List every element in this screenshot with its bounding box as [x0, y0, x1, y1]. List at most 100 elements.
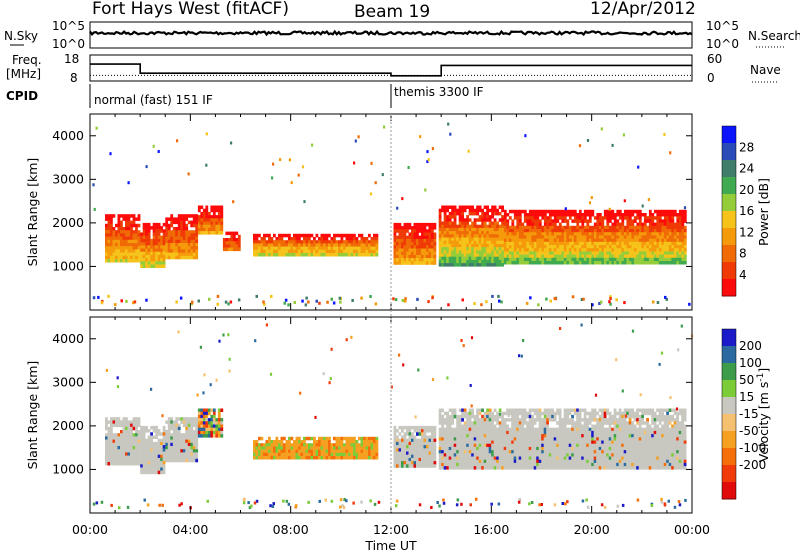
data-cell: [518, 261, 522, 265]
data-cell: [112, 439, 116, 444]
data-cell: [275, 440, 279, 444]
data-cell: [666, 235, 670, 239]
data-cell: [618, 209, 622, 214]
data-cell: [543, 261, 547, 265]
data-cell: [278, 456, 281, 460]
data-cell: [481, 414, 484, 419]
data-cell: [543, 232, 547, 236]
data-cell: [636, 251, 640, 255]
data-cell: [187, 430, 191, 434]
data-cell: [438, 263, 442, 267]
data-cell: [468, 459, 472, 464]
data-cell: [413, 251, 417, 256]
data-cell: [303, 452, 306, 457]
data-cell: [428, 238, 432, 243]
data-cell: [122, 462, 126, 466]
data-cell: [447, 303, 450, 307]
data-cell: [543, 437, 547, 441]
data-cell: [528, 209, 532, 214]
data-cell: [498, 453, 502, 457]
data-cell: [486, 434, 489, 438]
data-cell: [207, 211, 211, 216]
data-cell: [350, 449, 354, 454]
data-cell: [107, 446, 111, 450]
data-cell: [205, 408, 209, 412]
data-cell: [541, 453, 544, 457]
data-cell: [546, 254, 550, 259]
data-cell: [536, 219, 540, 223]
data-cell: [165, 452, 169, 456]
data-cell: [486, 234, 489, 238]
data-cell: [548, 466, 552, 470]
data-cell: [471, 462, 474, 467]
data-cell: [212, 421, 216, 425]
data-cell: [593, 235, 597, 239]
data-cell: [598, 232, 602, 236]
data-cell: [416, 232, 419, 236]
data-cell: [187, 249, 191, 253]
data-cell: [546, 248, 550, 252]
data-cell: [503, 459, 507, 464]
data-cell: [558, 225, 562, 230]
data-cell: [599, 300, 603, 304]
data-cell: [142, 254, 146, 259]
data-cell: [541, 430, 544, 435]
data-cell: [137, 243, 141, 247]
data-cell: [608, 225, 612, 230]
data-cell: [403, 242, 407, 246]
data-cell: [541, 229, 545, 233]
data-cell: [105, 246, 108, 250]
data-cell: [478, 462, 482, 467]
data-cell: [175, 452, 179, 456]
data-cell: [368, 443, 371, 447]
data-cell: [593, 261, 597, 265]
data-cell: [453, 247, 457, 251]
data-cell: [533, 443, 537, 448]
data-cell: [373, 452, 376, 457]
data-cell: [192, 449, 196, 453]
data-cell: [588, 245, 592, 249]
data-cell: [225, 231, 229, 236]
data-cell: [536, 411, 539, 416]
data-cell: [451, 427, 454, 432]
data-cell: [471, 256, 474, 261]
data-cell: [155, 251, 158, 256]
data-cell: [523, 219, 527, 223]
data-cell: [458, 459, 462, 464]
data-cell: [190, 452, 194, 456]
data-cell: [516, 229, 520, 233]
data-cell: [503, 241, 507, 246]
data-cell: [448, 418, 452, 422]
data-cell: [651, 261, 655, 265]
data-cell: [656, 248, 660, 252]
data-cell: [506, 456, 509, 460]
data-cell: [606, 209, 610, 214]
data-cell: [145, 464, 148, 468]
data-cell: [338, 249, 341, 254]
data-cell: [135, 433, 138, 437]
data-cell: [671, 222, 675, 227]
data-cell: [521, 434, 524, 438]
data-cell: [127, 462, 131, 466]
data-cell: [225, 238, 229, 242]
data-cell: [215, 421, 219, 425]
data-cell: [466, 256, 469, 261]
data-cell: [578, 248, 582, 252]
data-cell: [451, 237, 454, 241]
data-cell: [393, 248, 397, 252]
data-cell: [363, 249, 366, 254]
data-cell: [190, 249, 194, 253]
data-cell: [466, 437, 469, 441]
data-cell: [280, 249, 284, 254]
data-cell: [403, 457, 407, 462]
data-cell: [335, 456, 339, 460]
data-cell: [476, 453, 479, 457]
data-cell: [511, 248, 515, 252]
data-cell: [516, 219, 520, 223]
data-cell: [503, 261, 507, 265]
data-cell: [573, 257, 577, 262]
data-cell: [398, 242, 402, 246]
data-cell: [548, 450, 552, 454]
data-cell: [581, 248, 585, 252]
